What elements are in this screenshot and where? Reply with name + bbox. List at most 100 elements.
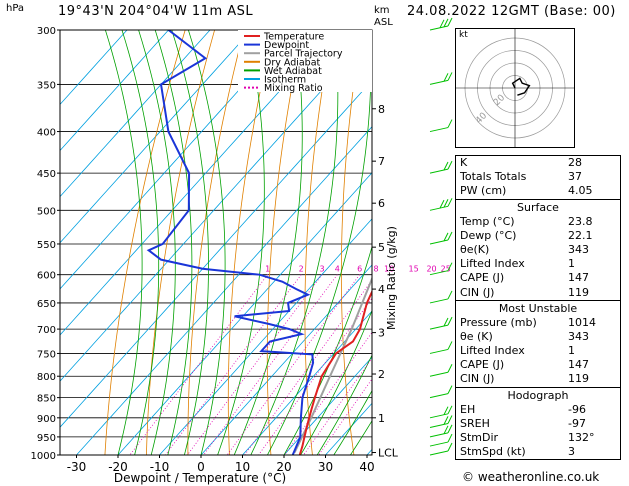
wind-barb-flag: [447, 364, 453, 373]
wind-barb-flag: [443, 73, 449, 82]
altitude-tick-label: 7: [378, 155, 385, 168]
index-label: K: [460, 156, 468, 169]
mixing-ratio-axis-label: Mixing Ratio (g/kg): [385, 226, 398, 330]
hodograph-unit-label: kt: [459, 30, 468, 40]
pressure-tick-label: 450: [37, 169, 56, 180]
unstable-row: CAPE (J) 147: [456, 358, 620, 372]
wind-barb: [429, 348, 449, 354]
location-title: 19°43'N 204°04'W 11m ASL: [58, 4, 254, 19]
pressure-tick-label: 400: [37, 128, 56, 139]
altitude-tick-label: 4: [378, 283, 385, 296]
altitude-tick-label: 6: [378, 197, 385, 210]
surface-row: Temp (°C) 23.8: [456, 215, 620, 229]
wind-barb: [429, 432, 449, 438]
pressure-tick-label: 850: [37, 394, 56, 405]
wind-barb-flag: [447, 119, 453, 128]
wind-barb: [429, 422, 449, 428]
isotherm-line: [159, 218, 372, 455]
unstable-row: θe (K) 343: [456, 330, 620, 344]
wind-barb-flag: [447, 72, 453, 81]
mixing-ratio-line: [203, 274, 338, 455]
isotherm-line: [200, 264, 372, 455]
altitude-unit: km: [374, 5, 390, 16]
temperature-tick-label: 0: [197, 460, 205, 474]
wind-barb-flag: [447, 198, 453, 207]
mixing-ratio-label: 1: [265, 265, 270, 274]
wind-barb-flag: [447, 385, 453, 394]
altitude-tick-label: LCL: [378, 447, 399, 460]
datetime-header: 24.08.2022 12GMT (Base: 00): [407, 4, 616, 19]
wet-adiabat-line: [250, 30, 339, 455]
wet-adiabat-line: [233, 30, 303, 455]
wind-barb-flag: [443, 416, 449, 425]
wind-barb-flag: [447, 17, 453, 27]
dry-adiabat-line: [227, 30, 274, 455]
surface-row: CIN (J) 119: [456, 286, 620, 300]
altitude-tick-label: 8: [378, 103, 385, 116]
mixing-ratio-label: 8: [374, 265, 379, 274]
temperature-tick-label: -30: [67, 460, 87, 474]
pressure-tick-label: 300: [37, 26, 56, 37]
temperature-tick-label: 40: [359, 460, 374, 474]
wind-barb-flag: [447, 341, 453, 350]
index-value: 28: [568, 156, 582, 169]
isotherm-line: [60, 30, 252, 244]
surface-title: Surface: [517, 200, 559, 214]
legend-entry: Dry Adiabat: [264, 57, 321, 68]
wind-barb: [429, 239, 449, 245]
mixing-ratio-line: [226, 274, 360, 455]
mixing-ratio-line: [258, 297, 372, 455]
wind-barb: [429, 25, 449, 31]
surface-value: 343: [568, 242, 589, 256]
wind-barb: [429, 270, 449, 276]
pressure-tick-label: 750: [37, 349, 56, 360]
wind-barb-flag: [447, 160, 453, 170]
unstable-row: Lifted Index 1: [456, 344, 620, 358]
x-axis-label: Dewpoint / Temperature (°C): [114, 471, 286, 485]
wind-barb-flag: [443, 406, 449, 415]
legend-entry: Temperature: [263, 32, 324, 43]
unstable-label: CAPE (J): [460, 358, 505, 372]
pressure-tick-label: 600: [37, 271, 56, 282]
isotherm-line: [60, 30, 128, 106]
hodograph-stat-value: -96: [568, 402, 586, 416]
wind-barb: [429, 298, 449, 304]
mixing-ratio-label: 6: [357, 265, 362, 274]
wet-adiabat-line: [171, 30, 209, 455]
isotherm-line: [60, 79, 372, 428]
altitude-unit-label: km ASL: [374, 5, 393, 29]
parcel-trajectory-line: [293, 276, 372, 453]
index-value: 4.05: [568, 184, 593, 198]
isotherm-line: [325, 402, 372, 455]
unstable-row: Pressure (mb) 1014: [456, 316, 620, 330]
isotherm-line: [60, 30, 294, 290]
wind-barb-flag: [443, 425, 449, 435]
index-row: Totals Totals 37: [456, 170, 620, 184]
wind-barb-flag: [447, 290, 453, 300]
mixing-ratio-line: [244, 279, 372, 455]
index-row: K 28: [456, 156, 620, 170]
hodograph-stats-title: Hodograph: [507, 388, 569, 402]
hodograph-stat-label: StmDir: [460, 431, 499, 444]
hodograph-stat-label: StmSpd (kt): [460, 445, 526, 459]
wind-barb: [429, 324, 449, 330]
pressure-tick-label: 800: [37, 372, 56, 383]
wind-barb-flag: [447, 231, 453, 241]
altitude-tick-label: 2: [378, 368, 385, 381]
surface-row: CAPE (J) 147: [456, 271, 620, 285]
pressure-tick-label: 550: [37, 240, 56, 251]
dry-adiabat-line: [411, 30, 437, 455]
unstable-label: Lifted Index: [460, 344, 525, 358]
dry-adiabat-line: [340, 30, 363, 455]
wind-barb: [429, 79, 449, 85]
hodograph-stat-value: 132°: [568, 431, 595, 444]
surface-row: Lifted Index 1: [456, 257, 620, 271]
wind-barb: [429, 371, 449, 377]
altitude-tick-label: 1: [378, 412, 385, 425]
pressure-unit-label: hPa: [6, 3, 25, 14]
mixing-ratio-label: 15: [409, 265, 419, 274]
index-value: 37: [568, 170, 582, 184]
mixing-ratio-label: 2: [299, 265, 304, 274]
hodograph-frame: [455, 28, 575, 148]
pressure-tick-label: 1000: [31, 451, 56, 462]
